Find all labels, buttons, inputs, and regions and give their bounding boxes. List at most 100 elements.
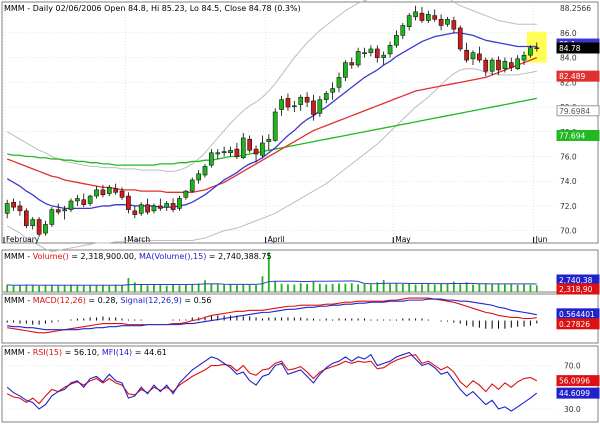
price-tick-label: 70.0 <box>560 227 577 236</box>
candle-body <box>202 166 208 176</box>
volume-bar <box>223 284 226 292</box>
macd-axis-badge-bg <box>556 318 600 330</box>
volume-bar <box>63 285 66 292</box>
candle-body <box>164 203 170 208</box>
rsi-header-symbol: MMM <box>4 348 27 357</box>
candle-body <box>113 188 118 193</box>
volume-bar <box>472 284 474 292</box>
candle-body <box>177 198 182 209</box>
candle-body <box>534 47 540 49</box>
candle-body <box>260 142 265 156</box>
volume-bar <box>433 284 436 292</box>
month-label: May <box>395 235 411 244</box>
candle-body <box>266 138 272 142</box>
month-label: February <box>6 235 40 244</box>
ma50-line <box>6 57 538 193</box>
volume-bar <box>299 283 302 292</box>
price-tick-label: 84.0 <box>560 54 577 63</box>
volume-bar <box>318 283 321 292</box>
candle-body <box>457 27 463 50</box>
candle-body <box>528 47 533 56</box>
volume-bar <box>38 286 40 292</box>
volume-bar <box>535 285 538 292</box>
volume-bar <box>280 283 283 292</box>
candle-body <box>81 199 87 205</box>
month-label: Jun <box>535 235 548 244</box>
candle-body <box>189 179 195 192</box>
price-axis-badge-bg <box>556 42 600 54</box>
volume-header-part: - <box>27 252 32 261</box>
volume-axis-badge-bg <box>556 283 600 295</box>
volume-bar <box>210 283 213 292</box>
candle-body <box>304 96 310 103</box>
volume-bar <box>89 285 92 292</box>
volume-bar <box>459 284 462 292</box>
candle-body <box>43 224 48 234</box>
candle-body <box>413 11 418 18</box>
volume-bar <box>255 285 257 292</box>
candle-body <box>368 48 374 53</box>
candle-body <box>209 152 214 166</box>
volume-bar <box>414 284 417 292</box>
volume-bar <box>133 282 136 292</box>
candle-body <box>502 61 508 69</box>
volume-bar <box>197 283 200 292</box>
volume-bar <box>153 284 155 292</box>
candle-body <box>323 93 329 100</box>
volume-bar <box>204 280 206 292</box>
bollinger-upper-line <box>6 0 537 172</box>
candle-body <box>521 54 527 61</box>
candle-body <box>515 58 520 69</box>
macd-header-part: = 0.28, <box>86 296 121 305</box>
price-header-symbol: MMM <box>4 4 25 13</box>
volume-bar <box>70 284 72 292</box>
volume-header-part: MA(Volume(),15) <box>139 252 206 261</box>
volume-bar <box>191 284 194 292</box>
rsi-axis-badge-bg <box>556 387 600 399</box>
candle-body <box>451 20 457 30</box>
rsi-axis-badge-bg <box>556 375 600 387</box>
volume-header-symbol: MMM <box>4 252 27 261</box>
candle-body <box>62 209 67 212</box>
macd-line <box>7 297 537 334</box>
volume-bar <box>76 285 79 292</box>
volume-bar <box>121 285 123 292</box>
candle-body <box>55 209 61 213</box>
candle-body <box>158 205 163 209</box>
volume-bar <box>497 284 500 292</box>
volume-header-part: = 2,318,900.00, <box>69 252 139 261</box>
price-tick-label: 72.0 <box>560 202 577 211</box>
volume-bar <box>114 284 117 292</box>
volume-bar <box>229 284 232 292</box>
candle-body <box>330 88 335 93</box>
candle-body <box>145 204 150 213</box>
candle-body <box>406 15 412 27</box>
volume-bar <box>140 284 143 292</box>
volume-header: MMM - Volume() = 2,318,900.00, MA(Volume… <box>4 252 272 261</box>
rsi-header-part: = 44.61 <box>132 348 167 357</box>
candle-body <box>196 173 201 181</box>
volume-header-part: = 2,740,388.75 <box>206 252 271 261</box>
candle-body <box>381 54 386 58</box>
volume-bar <box>478 284 481 292</box>
candle-body <box>349 62 355 66</box>
macd-header-part: = 0.56 <box>182 296 212 305</box>
rsi-header-part: - <box>27 348 32 357</box>
volume-bar <box>242 284 245 292</box>
macd-header-part: Signal(12,26,9) <box>121 296 182 305</box>
candle-body <box>477 53 482 61</box>
candle-body <box>228 150 233 154</box>
candle-body <box>394 35 399 46</box>
volume-bar <box>178 285 181 292</box>
volume-bar <box>287 284 289 292</box>
macd-header-symbol: MMM <box>4 296 27 305</box>
candle-body <box>100 189 106 196</box>
volume-bar <box>401 284 404 292</box>
volume-bar <box>25 284 28 292</box>
volume-bar <box>357 284 360 292</box>
candle-body <box>343 62 348 78</box>
candle-body <box>317 99 323 114</box>
candle-body <box>272 111 278 141</box>
price-axis-badge-bg <box>556 70 600 82</box>
volume-bar <box>184 284 187 292</box>
